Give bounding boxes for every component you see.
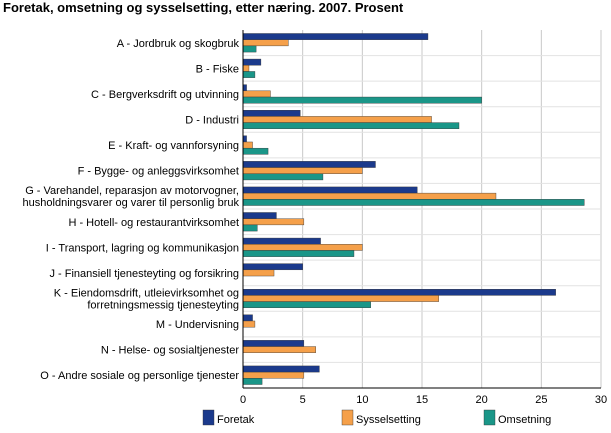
- bar-omsetning: [242, 301, 371, 309]
- bar-foretak: [242, 135, 247, 143]
- category-label: H - Hotell- og restaurantvirksomhet: [68, 217, 239, 229]
- bar-foretak: [242, 263, 303, 271]
- legend-label: Foretak: [217, 414, 255, 426]
- bar-omsetning: [242, 199, 585, 206]
- bar-foretak: [242, 58, 262, 66]
- category-label: E - Kraft- og vannforsyning: [108, 140, 239, 152]
- bar-foretak: [242, 186, 418, 194]
- category-label: O - Andre sosiale og personlige tjeneste…: [40, 370, 239, 382]
- chart-title: Foretak, omsetning og sysselsetting, ett…: [3, 0, 404, 15]
- bar-sysselsetting: [242, 116, 432, 123]
- category-label: forretningsmessig tjenesteyting: [87, 300, 239, 312]
- bar-omsetning: [242, 250, 355, 257]
- bar-omsetning: [242, 71, 256, 78]
- category-label: G - Varehandel, reparasjon av motorvogne…: [25, 185, 239, 197]
- bar-sysselsetting: [242, 269, 275, 277]
- category-label: J - Finansiell tjenesteyting og forsikri…: [49, 268, 239, 280]
- x-tick-label: 15: [416, 394, 428, 406]
- bar-sysselsetting: [242, 141, 253, 149]
- x-tick-label: 0: [240, 394, 246, 406]
- x-tick-label: 25: [535, 394, 547, 406]
- legend-swatch-sysselsetting: [341, 409, 354, 426]
- category-label: C - Bergverksdrift og utvinning: [91, 89, 239, 101]
- legend-swatch-omsetning: [483, 409, 496, 426]
- bar-sysselsetting: [242, 39, 289, 47]
- bar-omsetning: [242, 122, 460, 129]
- bar-foretak: [242, 161, 376, 168]
- legend-swatch-foretak: [202, 409, 215, 426]
- category-label: I - Transport, lagring og kommunikasjon: [46, 242, 239, 254]
- bar-sysselsetting: [242, 371, 305, 379]
- bar-omsetning: [242, 45, 257, 53]
- x-tick-label: 10: [356, 394, 368, 406]
- bar-sysselsetting: [242, 320, 256, 328]
- bar-foretak: [242, 314, 253, 322]
- bar-sysselsetting: [242, 90, 271, 98]
- category-label: husholdningsvarer og varer til personlig…: [23, 197, 240, 209]
- category-label: D - Industri: [185, 115, 239, 127]
- bar-omsetning: [242, 173, 324, 181]
- bar-foretak: [242, 237, 321, 245]
- bar-sysselsetting: [242, 295, 439, 302]
- bar-omsetning: [242, 96, 482, 104]
- category-label: N - Helse- og sosialtjenester: [101, 345, 240, 357]
- x-tick-label: 20: [476, 394, 488, 406]
- bar-foretak: [242, 84, 247, 92]
- bar-omsetning: [242, 378, 263, 385]
- bar-foretak: [242, 212, 277, 219]
- bar-foretak: [242, 365, 320, 373]
- x-tick-label: 5: [300, 394, 306, 406]
- legend-label: Sysselsetting: [356, 414, 421, 426]
- bar-sysselsetting: [242, 192, 497, 200]
- category-label: M - Undervisning: [156, 319, 239, 331]
- category-label: K - Eiendomsdrift, utleievirksomhet og: [54, 288, 239, 300]
- legend-label: Omsetning: [498, 414, 551, 426]
- category-label: F - Bygge- og anleggsvirksomhet: [78, 166, 239, 178]
- bar-sysselsetting: [242, 244, 363, 251]
- bar-sysselsetting: [242, 65, 250, 72]
- category-label: A - Jordbruk og skogbruk: [117, 38, 240, 50]
- bar-omsetning: [242, 224, 258, 232]
- category-label: B - Fiske: [196, 63, 239, 75]
- x-tick-label: 30: [595, 394, 607, 406]
- bar-omsetning: [242, 147, 269, 155]
- bar-foretak: [242, 33, 429, 40]
- bar-foretak: [242, 109, 301, 117]
- bar-foretak: [242, 289, 556, 296]
- bar-sysselsetting: [242, 167, 363, 174]
- bar-foretak: [242, 340, 305, 347]
- bar-sysselsetting: [242, 218, 305, 226]
- bar-sysselsetting: [242, 346, 316, 353]
